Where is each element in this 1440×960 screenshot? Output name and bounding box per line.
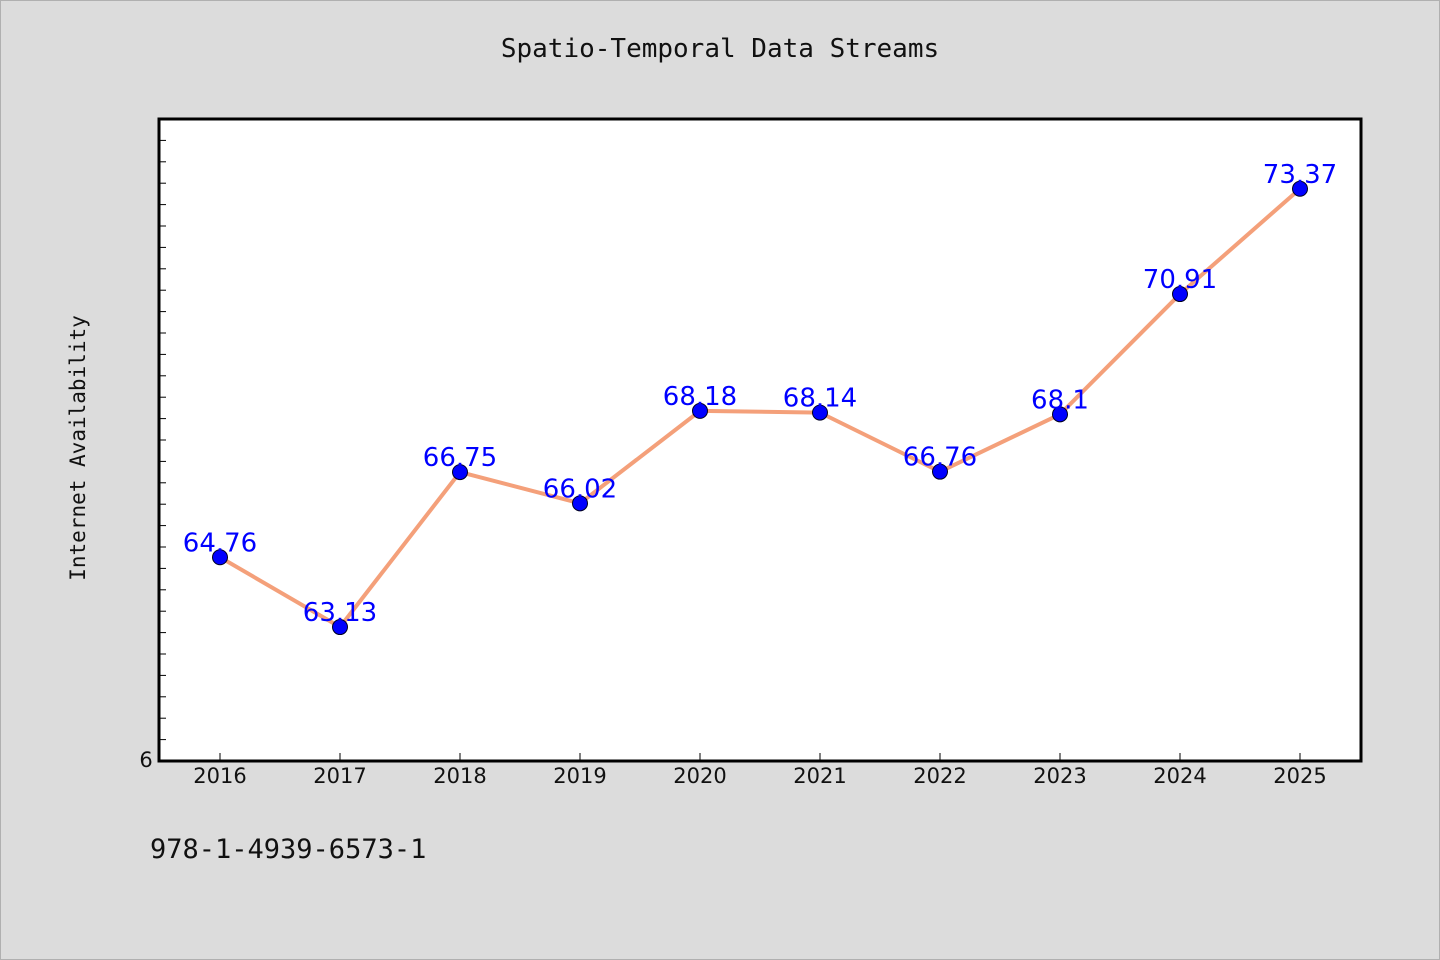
- data-point: [1292, 180, 1308, 197]
- x-tick-label: 2020: [673, 764, 726, 788]
- data-label: 66.76: [903, 443, 977, 473]
- x-tick-label: 2025: [1273, 764, 1326, 788]
- data-point: [692, 402, 708, 419]
- data-label: 73.37: [1263, 160, 1337, 190]
- data-point: [812, 404, 828, 421]
- data-label: 68.14: [783, 384, 857, 414]
- chart-title: Spatio-Temporal Data Streams: [500, 34, 940, 64]
- x-tick-label: 2024: [1153, 764, 1206, 788]
- footer-code: 978-1-4939-6573-1: [150, 834, 427, 865]
- data-point: [1172, 286, 1188, 303]
- data-label: 68.1: [1031, 385, 1089, 415]
- x-tick-label: 2021: [793, 764, 846, 788]
- plot-area: [157, 117, 1363, 763]
- data-labels: 64.76 63.13 66.75 66.02 68.18 68.14 66.76 68.1 7…: [183, 160, 1337, 628]
- y-tick-label: 6: [139, 748, 152, 772]
- series-markers: [212, 180, 1308, 636]
- data-label: 66.02: [543, 474, 617, 504]
- x-tick-label: 2016: [193, 764, 246, 788]
- x-tick-label: 2022: [913, 764, 966, 788]
- y-axis-ticks: [159, 139, 166, 741]
- data-point: [212, 549, 228, 566]
- series-line: [218, 187, 1302, 630]
- data-point: [572, 495, 588, 512]
- data-point: [932, 463, 948, 480]
- x-tick-label: 2019: [553, 764, 606, 788]
- data-point: [332, 619, 348, 636]
- x-tick-label: 2018: [433, 764, 486, 788]
- data-label: 63.13: [303, 598, 377, 628]
- data-point: [452, 464, 468, 481]
- data-point: [1052, 406, 1068, 423]
- x-tick-label: 2023: [1033, 764, 1086, 788]
- y-axis-label: Internet Availability: [66, 315, 90, 581]
- x-axis-ticks: 2016 2017 2018 2019 2020 2021 2022 2023 2024 2025: [193, 753, 1327, 788]
- data-label: 70.91: [1143, 265, 1217, 295]
- data-label: 64.76: [183, 528, 257, 558]
- data-label: 68.18: [663, 382, 737, 412]
- x-tick-label: 2017: [313, 764, 366, 788]
- data-label: 66.75: [423, 443, 497, 473]
